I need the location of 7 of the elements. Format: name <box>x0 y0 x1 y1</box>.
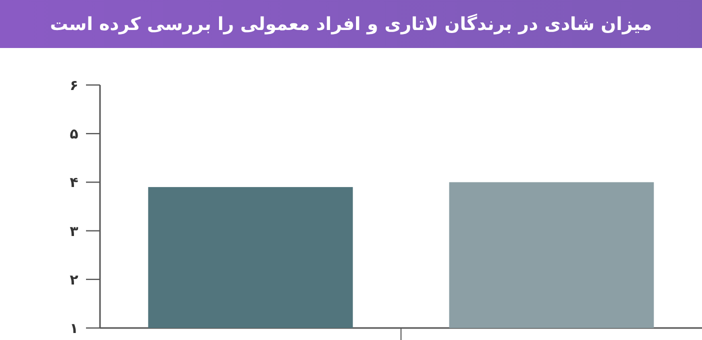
ytick: ۵ <box>70 126 78 143</box>
ytick: ۳ <box>70 224 78 240</box>
ytick: ۶ <box>70 78 78 94</box>
ytick: ۴ <box>70 175 78 192</box>
ytick: ۲ <box>70 272 78 288</box>
ytick: ۱ <box>70 321 78 337</box>
title: میزان شادی در برندگان لاتاری و افراد معمولی را بررسی کرده است <box>50 14 652 35</box>
